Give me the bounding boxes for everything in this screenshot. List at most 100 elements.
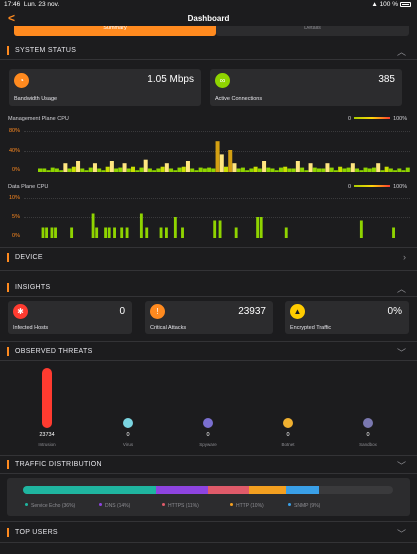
back-button[interactable]: < xyxy=(8,11,16,25)
encrypted-traffic-label: Encrypted Traffic xyxy=(290,325,332,331)
section-traffic-distribution[interactable]: TRAFFIC DISTRIBUTION ﹀ xyxy=(0,458,417,472)
divider xyxy=(0,360,417,361)
tab-details[interactable]: Details xyxy=(216,26,409,36)
divider xyxy=(0,473,417,474)
traffic-legend-item: DNS (14%) xyxy=(99,503,130,509)
section-title: SYSTEM STATUS xyxy=(15,47,77,54)
critical-attacks-card: ! 23937 Critical Attacks xyxy=(145,301,273,334)
gridline xyxy=(24,131,410,132)
mgmt-cpu-bar xyxy=(283,166,288,172)
mgmt-tick-40: 40% xyxy=(8,148,20,154)
section-accent xyxy=(7,347,9,356)
threat-label: Sandbox xyxy=(359,442,377,447)
mgmt-cpu-bar xyxy=(97,168,102,172)
mgmt-cpu-bar xyxy=(50,167,55,172)
section-accent xyxy=(7,528,9,537)
mgmt-cpu-bar xyxy=(156,168,161,172)
dp-cpu-bar xyxy=(256,217,260,238)
dp-cpu-bar xyxy=(164,227,168,238)
mgmt-cpu-bar xyxy=(342,168,347,172)
mgmt-cpu-bar xyxy=(160,166,165,172)
legend-dot xyxy=(230,503,233,506)
section-accent xyxy=(7,253,9,262)
dp-cpu-bar xyxy=(213,220,217,238)
chevron-down-icon[interactable]: ﹀ xyxy=(396,529,406,539)
divider xyxy=(0,247,417,248)
legend-label: SNMP (9%) xyxy=(294,503,321,509)
traffic-segment xyxy=(23,486,157,494)
mgmt-cpu-bar xyxy=(245,170,250,172)
mgmt-cpu-bar xyxy=(139,167,144,172)
encrypted-traffic-value: 0% xyxy=(387,306,402,317)
mgmt-cpu-bar xyxy=(126,168,131,172)
mgmt-cpu-bar xyxy=(76,161,81,172)
mgmt-cpu-bar xyxy=(198,167,203,172)
chevron-up-icon[interactable]: ︿ xyxy=(396,47,406,57)
dp-cpu-bar xyxy=(120,227,124,238)
mgmt-cpu-bar xyxy=(219,154,224,172)
mgmt-cpu-bar xyxy=(384,166,389,172)
encrypted-traffic-card: ▲ 0% Encrypted Traffic xyxy=(285,301,409,334)
mgmt-cpu-bar xyxy=(266,167,271,172)
divider xyxy=(0,521,417,522)
mgmt-cpu-bar xyxy=(270,168,275,172)
dp-cpu-bar xyxy=(104,227,108,238)
section-top-users[interactable]: TOP USERS ﹀ xyxy=(0,526,417,540)
mgmt-cpu-bar xyxy=(308,163,313,172)
threat-label: Botnet xyxy=(281,442,295,447)
mgmt-cpu-bar xyxy=(249,168,254,172)
section-device[interactable]: DEVICE › xyxy=(0,251,417,265)
mgmt-cpu-bar xyxy=(122,163,127,172)
dp-tick-5: 5% xyxy=(12,214,20,220)
mgmt-cpu-bar xyxy=(185,161,190,172)
mgmt-cpu-bar xyxy=(376,163,381,172)
tab-summary[interactable]: Summary xyxy=(14,26,216,36)
mgmt-cpu-bar xyxy=(262,161,267,172)
traffic-segment xyxy=(208,486,249,494)
section-insights[interactable]: INSIGHTS ︿ xyxy=(0,281,417,295)
legend-label: HTTP (10%) xyxy=(236,503,264,509)
mgmt-cpu-bar xyxy=(350,163,355,172)
mgmt-cpu-bar xyxy=(80,168,85,172)
legend-label: HTTPS (11%) xyxy=(168,503,199,509)
section-observed-threats[interactable]: OBSERVED THREATS ﹀ xyxy=(0,345,417,359)
mgmt-cpu-bar xyxy=(363,167,368,172)
dp-cpu-bar xyxy=(41,227,45,238)
legend-gradient xyxy=(354,185,391,187)
dp-cpu-bar xyxy=(218,220,222,238)
mgmt-cpu-bar xyxy=(59,170,64,172)
dp-tick-10: 10% xyxy=(8,195,20,201)
mgmt-cpu-bar xyxy=(211,168,216,172)
mgmt-cpu-bar xyxy=(181,166,186,172)
mgmt-cpu-bar xyxy=(325,163,330,172)
mgmt-cpu-bar xyxy=(405,167,410,172)
mgmt-cpu-bar xyxy=(304,170,309,172)
mgmt-cpu-bar xyxy=(147,168,152,172)
mgmt-cpu-bar xyxy=(42,168,47,172)
mgmt-cpu-bar xyxy=(287,168,292,172)
divider xyxy=(0,455,417,456)
mgmt-cpu-bar xyxy=(388,168,393,172)
dp-cpu-bar xyxy=(181,227,184,238)
legend-dot xyxy=(99,503,102,506)
traffic-legend-item: HTTP (10%) xyxy=(230,503,264,509)
chevron-right-icon[interactable]: › xyxy=(403,252,406,262)
dp-cpu-bar xyxy=(234,227,238,238)
section-title: TOP USERS xyxy=(15,529,58,536)
mgmt-cpu-bar xyxy=(224,166,229,172)
chevron-up-icon[interactable]: ︿ xyxy=(396,284,406,294)
mgmt-cpu-bar xyxy=(393,170,398,172)
gauge-icon: ◔ xyxy=(14,73,29,88)
dp-cpu-legend: 0 100% xyxy=(348,184,408,190)
section-system-status[interactable]: SYSTEM STATUS ︿ xyxy=(0,44,417,58)
dp-cpu-chart xyxy=(41,213,395,238)
divider xyxy=(0,296,417,297)
mgmt-cpu-bar xyxy=(274,170,279,172)
section-accent xyxy=(7,283,9,292)
mgmt-cpu-bar xyxy=(236,168,241,172)
traffic-bar xyxy=(23,486,393,494)
alert-icon: ! xyxy=(150,304,165,319)
chevron-down-icon[interactable]: ﹀ xyxy=(396,348,406,358)
mgmt-cpu-bar xyxy=(92,163,97,172)
chevron-down-icon[interactable]: ﹀ xyxy=(396,461,406,471)
